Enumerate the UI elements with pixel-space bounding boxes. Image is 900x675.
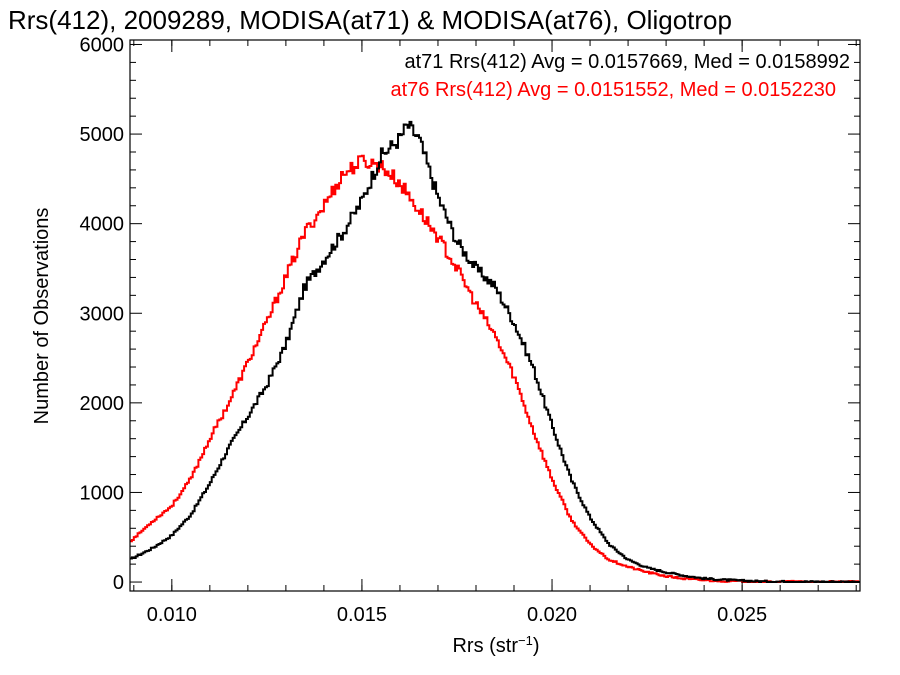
y-tick-label: 3000 xyxy=(80,303,125,325)
series-at76-line xyxy=(130,120,860,583)
x-axis-label-text: Rrs (str xyxy=(452,635,518,657)
x-tick-label: 0.020 xyxy=(527,604,577,626)
plot-frame xyxy=(129,39,861,592)
x-tick-label: 0.010 xyxy=(147,604,197,626)
legend-entry-at71: at71 Rrs(412) Avg = 0.0157669, Med = 0.0… xyxy=(404,51,850,73)
y-tick-label: 4000 xyxy=(80,214,125,236)
x-axis-label-superscript: −1 xyxy=(518,633,533,648)
x-tick-label: 0.015 xyxy=(337,604,387,626)
y-tick-label: 6000 xyxy=(80,34,125,56)
y-axis: 0 1000 2000 3000 4000 5000 6000 xyxy=(80,34,860,594)
series-at71-line xyxy=(130,154,860,583)
legend-entry-at76: at76 Rrs(412) Avg = 0.0151552, Med = 0.0… xyxy=(390,79,836,101)
x-axis-label: Rrs (str−1) xyxy=(452,633,539,657)
y-tick-label: 5000 xyxy=(80,124,125,146)
y-tick-label: 1000 xyxy=(80,482,125,504)
x-axis-label-close: ) xyxy=(533,635,540,657)
chart-title: Rrs(412), 2009289, MODISA(at71) & MODISA… xyxy=(8,5,732,35)
y-axis-label: Number of Observations xyxy=(31,208,53,425)
x-axis: 0.010 0.015 0.020 0.025 xyxy=(133,40,857,626)
y-tick-label: 0 xyxy=(113,572,124,594)
y-tick-label: 2000 xyxy=(80,393,125,415)
x-tick-label: 0.025 xyxy=(717,604,767,626)
